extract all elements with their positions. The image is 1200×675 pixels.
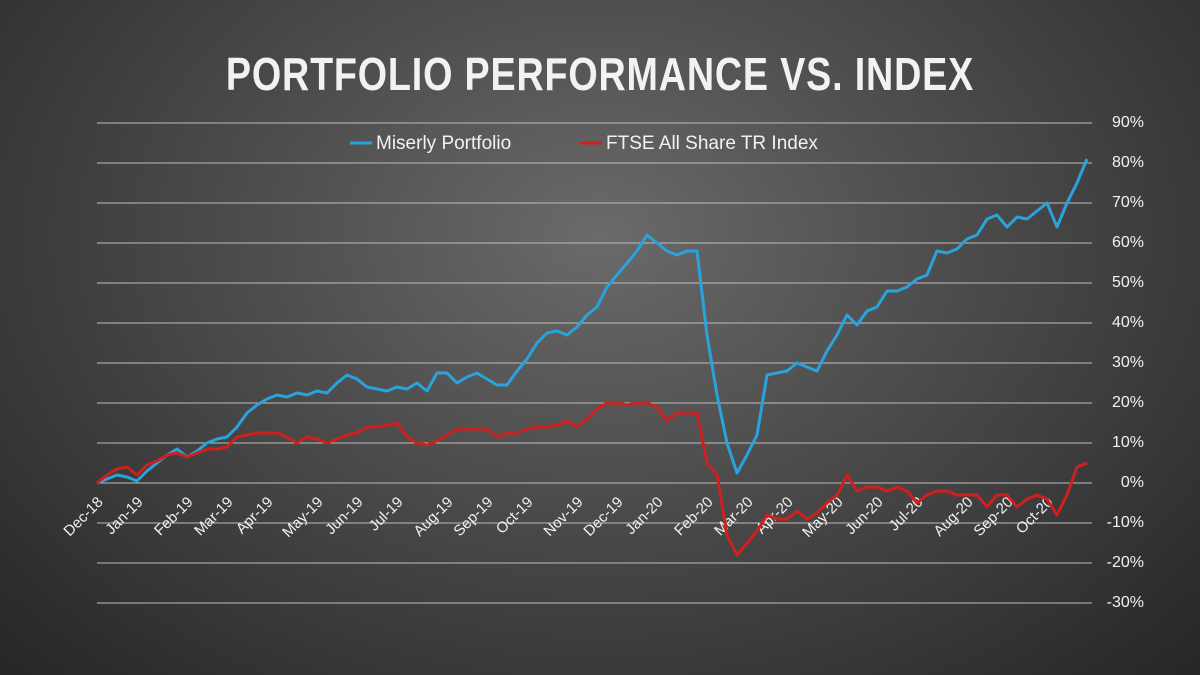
x-tick-label: Dec-18 xyxy=(60,494,106,540)
y-tick-label: -20% xyxy=(1107,554,1144,571)
y-tick-label: -30% xyxy=(1107,594,1144,611)
x-tick-label: Jun-19 xyxy=(322,494,366,538)
x-tick-label: Mar-19 xyxy=(191,494,237,540)
x-tick-label: Dec-19 xyxy=(580,494,626,540)
x-tick-label: Jan-19 xyxy=(102,494,146,538)
x-tick-label: Jan-20 xyxy=(622,494,666,538)
legend: Miserly Portfolio FTSE All Share TR Index xyxy=(350,133,818,154)
x-tick-label: Oct-19 xyxy=(493,494,537,538)
y-tick-label: 10% xyxy=(1112,434,1144,451)
legend-label: FTSE All Share TR Index xyxy=(606,133,818,154)
x-tick-label: Jul-19 xyxy=(366,494,407,535)
y-tick-label: 70% xyxy=(1112,194,1144,211)
y-tick-label: 20% xyxy=(1112,394,1144,411)
x-tick-label: Oct-20 xyxy=(1013,494,1057,538)
x-tick-label: Feb-19 xyxy=(151,494,197,540)
series-line xyxy=(96,158,1089,485)
x-tick-label: Feb-20 xyxy=(671,494,717,540)
x-tick-label: May-19 xyxy=(279,494,326,541)
x-tick-label: Aug-19 xyxy=(410,494,456,540)
y-tick-label: 30% xyxy=(1112,354,1144,371)
x-tick-label: Apr-19 xyxy=(233,494,277,538)
y-tick-label: 80% xyxy=(1112,154,1144,171)
x-tick-label: Mar-20 xyxy=(711,494,757,540)
x-tick-label: Aug-20 xyxy=(930,494,976,540)
y-tick-label: 90% xyxy=(1112,114,1144,131)
x-tick-label: Nov-19 xyxy=(540,494,586,540)
chart-title: PORTFOLIO PERFORMANCE VS. INDEX xyxy=(226,49,974,100)
x-tick-label: Jun-20 xyxy=(842,494,886,538)
y-tick-label: 0% xyxy=(1121,474,1144,491)
legend-label: Miserly Portfolio xyxy=(376,133,511,154)
y-tick-label: -10% xyxy=(1107,514,1144,531)
y-tick-label: 60% xyxy=(1112,234,1144,251)
series-line xyxy=(96,401,1088,557)
x-tick-label: Sep-19 xyxy=(450,494,496,540)
y-tick-label: 40% xyxy=(1112,314,1144,331)
y-tick-label: 50% xyxy=(1112,274,1144,291)
